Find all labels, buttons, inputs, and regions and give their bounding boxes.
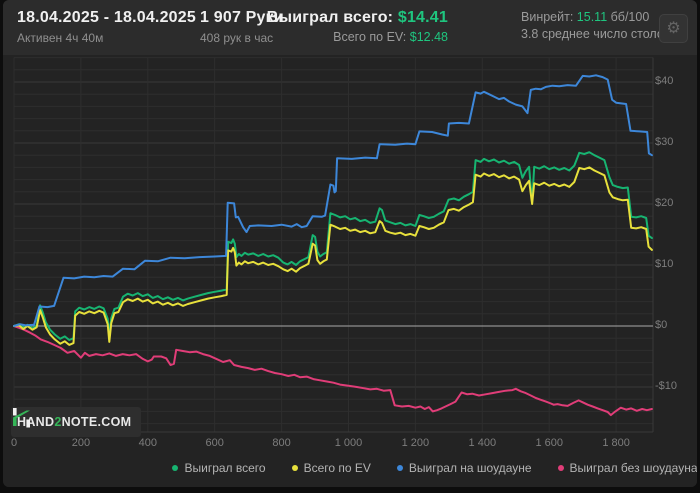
- legend-item-won-total[interactable]: Выиграл всего: [172, 461, 266, 475]
- active-time: Активен 4ч 40м: [17, 31, 104, 45]
- x-axis-label: 1 600: [535, 437, 563, 449]
- date-range: 18.04.2025 - 18.04.2025: [17, 9, 196, 26]
- legend-dot-green: [172, 465, 179, 471]
- hands-block: 1 907 Руки 408 рук в час: [200, 9, 284, 45]
- hand2note-wordmark: HAND2NOTE.COM: [17, 415, 132, 429]
- y-axis-label: $20: [655, 197, 674, 209]
- won-total: Выиграл всего: $14.41: [266, 9, 448, 26]
- chart-legend: Выиграл всего Всего по EV Выиграл на шоу…: [3, 461, 697, 475]
- y-axis-label: $30: [655, 136, 674, 148]
- series-line-3: [13, 325, 653, 417]
- legend-dot-pink: [557, 465, 564, 471]
- hands-count: 1 907 Руки: [200, 9, 284, 26]
- ev-total: Всего по EV: $12.48: [333, 30, 448, 44]
- x-axis-label: 1 800: [602, 437, 630, 449]
- winrate-value: 15.11: [576, 10, 608, 24]
- ev-total-value: $12.48: [409, 30, 448, 44]
- winrate-block: Винрейт: 15.11 бб/100 3.8 среднее число …: [521, 9, 670, 41]
- hand2note-h-icon: [13, 408, 30, 428]
- y-axis-label: $0: [655, 319, 668, 331]
- x-axis-label: 200: [71, 437, 91, 449]
- series-line-2: [13, 74, 653, 327]
- avg-tables: 3.8 среднее число столов: [521, 27, 671, 41]
- hand2note-logo: HAND2NOTE.COM: [11, 407, 141, 437]
- legend-item-showdown[interactable]: Выиграл на шоудауне: [396, 461, 532, 475]
- series-line-0: [13, 151, 653, 341]
- y-axis-label: -$10: [655, 380, 678, 392]
- chart-area: $40 $30 $20 $10 $0 -$10 0 200 400 600 800 1 000 1 20…: [3, 55, 697, 487]
- winnings-block: Выиграл всего: $14.41 Всего по EV: $12.4…: [253, 9, 448, 44]
- legend-dot-blue: [396, 465, 403, 471]
- legend-dot-yellow: [291, 465, 298, 471]
- winrate: Винрейт: 15.11 бб/100: [521, 10, 650, 24]
- y-axis-label: $10: [655, 258, 674, 270]
- x-axis-label: 1 000: [334, 437, 363, 449]
- x-axis-label: 1 200: [401, 437, 430, 449]
- y-axis-label: $40: [655, 75, 674, 87]
- gear-icon[interactable]: ⚙: [659, 14, 688, 43]
- series-line-1: [13, 166, 653, 346]
- legend-item-ev-total[interactable]: Всего по EV: [291, 461, 371, 475]
- won-total-value: $14.41: [397, 9, 448, 26]
- legend-item-non-showdown[interactable]: Выиграл без шоудауна: [557, 461, 697, 475]
- x-axis-label: 400: [138, 437, 157, 449]
- x-axis-label: 600: [205, 437, 224, 449]
- x-axis-label: 800: [272, 437, 291, 449]
- date-range-block: 18.04.2025 - 18.04.2025 Активен 4ч 40м: [17, 9, 196, 45]
- x-axis-label: 1 400: [468, 437, 497, 449]
- hands-per-hour: 408 рук в час: [200, 31, 274, 45]
- winnings-line-chart: [13, 57, 654, 433]
- x-axis-label: 0: [10, 437, 18, 449]
- header-bar: 18.04.2025 - 18.04.2025 Активен 4ч 40м 1…: [3, 0, 697, 55]
- session-stats-window: 18.04.2025 - 18.04.2025 Активен 4ч 40м 1…: [3, 0, 697, 487]
